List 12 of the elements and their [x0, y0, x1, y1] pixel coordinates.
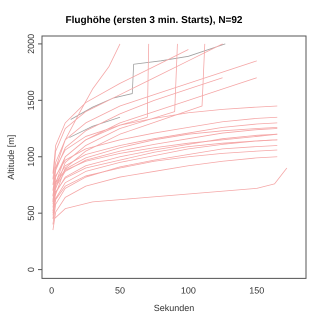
chart-title: Flughöhe (ersten 3 min. Starts), N=92 [66, 14, 243, 26]
y-axis-title: Altitude [m] [6, 134, 16, 180]
x-tick-label: 50 [114, 285, 125, 296]
x-axis-title: Sekunden [154, 303, 194, 314]
y-tick-label: 1500 [26, 90, 36, 110]
y-tick-label: 1000 [26, 146, 36, 167]
y-tick-label: 500 [26, 206, 36, 221]
y-tick-label: 0 [26, 267, 36, 272]
y-tick-label: 2000 [26, 34, 36, 54]
x-tick-label: 0 [49, 285, 54, 296]
x-tick-label: 150 [249, 285, 264, 296]
x-tick-label: 100 [180, 285, 196, 296]
